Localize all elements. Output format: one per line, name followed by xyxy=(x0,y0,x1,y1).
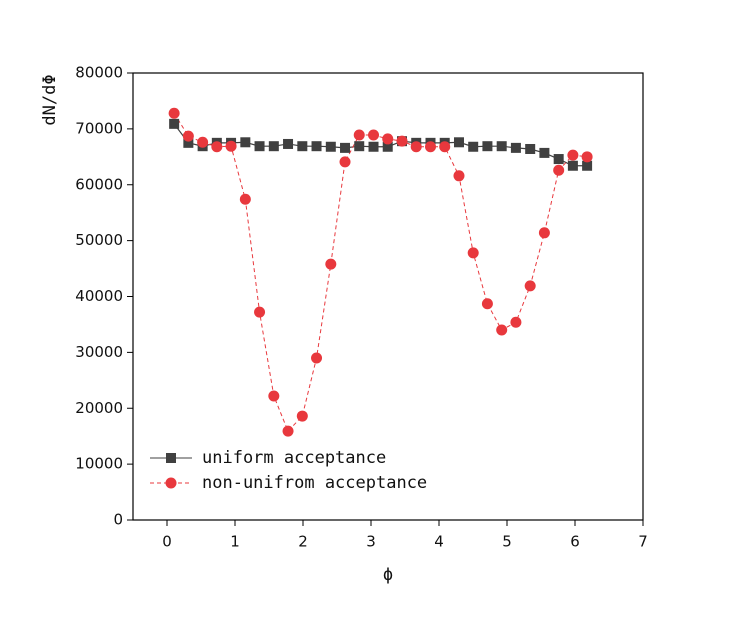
y-tick-label: 50000 xyxy=(75,231,123,249)
x-tick-label: 7 xyxy=(638,533,648,551)
data-point xyxy=(339,156,351,168)
data-point xyxy=(168,107,180,119)
data-point xyxy=(382,133,394,145)
y-tick-label: 40000 xyxy=(75,287,123,305)
data-point xyxy=(311,141,322,152)
data-point xyxy=(453,170,465,182)
data-point xyxy=(239,193,251,205)
data-point xyxy=(481,298,493,310)
data-point xyxy=(169,118,180,129)
data-point xyxy=(340,142,351,153)
data-point xyxy=(254,141,265,152)
y-tick-label: 20000 xyxy=(75,399,123,417)
data-point xyxy=(539,147,550,158)
legend-label: uniform acceptance xyxy=(202,448,386,468)
data-point xyxy=(567,149,579,161)
data-point xyxy=(268,390,280,402)
legend-label: non-unifrom acceptance xyxy=(202,473,427,493)
y-tick-label: 10000 xyxy=(75,455,123,473)
data-point xyxy=(225,140,237,152)
data-point xyxy=(183,137,194,148)
data-point xyxy=(311,352,323,364)
y-tick-label: 30000 xyxy=(75,343,123,361)
data-point xyxy=(510,316,522,328)
y-tick-label: 80000 xyxy=(75,64,123,82)
data-point xyxy=(354,141,365,152)
x-tick-label: 0 xyxy=(162,533,172,551)
data-point xyxy=(567,160,578,171)
data-point xyxy=(296,410,308,422)
data-point xyxy=(211,141,223,153)
data-point xyxy=(524,280,536,292)
data-point xyxy=(197,136,209,148)
data-point xyxy=(453,137,464,148)
data-point xyxy=(283,138,294,149)
legend-marker xyxy=(165,477,177,489)
data-point xyxy=(325,258,337,270)
data-point xyxy=(496,324,508,336)
y-axis-label: dN/dΦ xyxy=(40,74,60,125)
data-point xyxy=(382,141,393,152)
data-point xyxy=(482,141,493,152)
data-point xyxy=(582,160,593,171)
data-point xyxy=(538,227,550,239)
data-point xyxy=(353,129,365,141)
data-point xyxy=(525,143,536,154)
data-point xyxy=(368,129,380,141)
y-tick-label: 60000 xyxy=(75,175,123,193)
data-point xyxy=(410,141,422,153)
data-point xyxy=(325,141,336,152)
data-point xyxy=(581,151,593,163)
data-point xyxy=(468,141,479,152)
data-point xyxy=(254,306,266,318)
y-tick-label: 0 xyxy=(113,511,123,529)
data-point xyxy=(268,141,279,152)
data-point xyxy=(282,425,294,437)
data-point xyxy=(182,130,194,142)
data-point xyxy=(425,141,436,153)
data-point xyxy=(553,154,564,165)
data-point xyxy=(240,137,251,148)
data-point xyxy=(297,141,308,152)
data-point xyxy=(510,142,521,153)
series-line xyxy=(173,112,588,433)
data-point xyxy=(396,135,408,147)
data-point xyxy=(439,141,451,153)
x-tick-label: 1 xyxy=(230,533,240,551)
x-axis-label: ϕ xyxy=(383,565,393,585)
x-tick-label: 4 xyxy=(434,533,444,551)
data-point xyxy=(553,164,565,176)
x-tick-label: 3 xyxy=(366,533,376,551)
data-point xyxy=(496,141,507,152)
data-point xyxy=(368,141,379,152)
x-tick-label: 5 xyxy=(502,533,512,551)
x-tick-label: 2 xyxy=(298,533,308,551)
y-tick-label: 70000 xyxy=(75,119,123,137)
legend-marker xyxy=(166,453,176,463)
data-point xyxy=(467,247,479,259)
x-tick-label: 6 xyxy=(570,533,580,551)
